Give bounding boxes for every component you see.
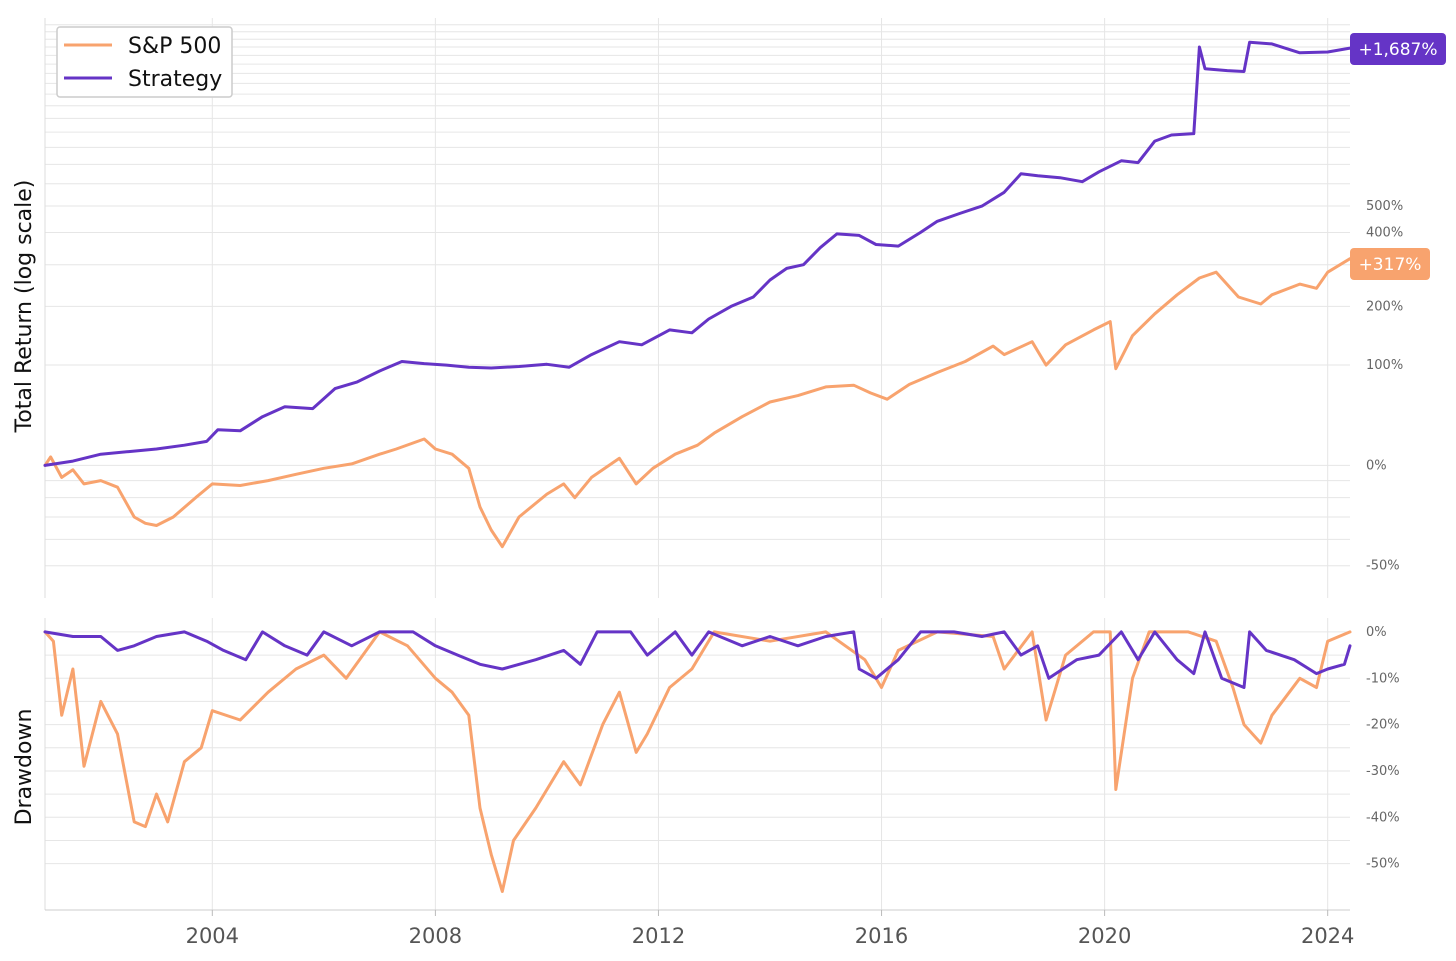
drawdown-y-axis-label: Drawdown — [12, 709, 37, 826]
sp500-end-badge: +317% — [1350, 248, 1430, 280]
y-tick-bottom-10: -10% — [1366, 671, 1400, 686]
drawdown-line-strategy — [43, 630, 1352, 689]
y-tick-top-400: 400% — [1366, 225, 1403, 240]
y-tick-top-500: 500% — [1366, 199, 1403, 214]
x-tick-label-2004: 2004 — [186, 924, 239, 948]
total-return-y-ticks: -50% 0% 100% 200% 400% 500% — [1366, 199, 1403, 574]
x-tick-label-2020: 2020 — [1078, 924, 1131, 948]
y-tick-bottom-20: -20% — [1366, 718, 1400, 733]
drawdown-y-ticks: 0% -10% -20% -30% -40% -50% — [1366, 625, 1400, 872]
y-tick-top-200: 200% — [1366, 299, 1403, 314]
total-return-y-axis-label: Total Return (log scale) — [12, 180, 37, 434]
strategy-end-badge: +1,687% — [1350, 33, 1446, 65]
legend: S&P 500 Strategy — [56, 26, 233, 98]
total-return-line-s-p-500 — [43, 257, 1352, 549]
x-tick-label-2008: 2008 — [409, 924, 462, 948]
y-tick-bottom-0: 0% — [1366, 625, 1387, 640]
y-tick-top-0: 0% — [1366, 458, 1387, 473]
total-return-series — [43, 40, 1352, 549]
sp500-end-label: +317% — [1359, 255, 1422, 275]
legend-label-sp500: S&P 500 — [128, 34, 221, 59]
y-tick-bottom-30: -30% — [1366, 764, 1400, 779]
y-tick-bottom-50: -50% — [1366, 857, 1400, 872]
x-tick-label-2016: 2016 — [855, 924, 908, 948]
y-tick-top-100: 100% — [1366, 358, 1403, 373]
x-tick-label-2024: 2024 — [1301, 924, 1354, 948]
drawdown-grid — [44, 618, 1350, 911]
total-return-grid — [44, 18, 1350, 598]
x-axis-ticks: 2004 2008 2012 2016 2020 2024 — [186, 910, 1354, 948]
total-return-line-strategy — [43, 40, 1352, 467]
legend-label-strategy: Strategy — [128, 67, 222, 92]
strategy-end-label: +1,687% — [1358, 40, 1437, 60]
drawdown-series — [43, 630, 1352, 893]
x-tick-label-2012: 2012 — [632, 924, 685, 948]
drawdown-line-s-p-500 — [43, 630, 1352, 893]
y-tick-top-50: -50% — [1366, 559, 1400, 574]
y-tick-bottom-40: -40% — [1366, 810, 1400, 825]
sp500-end-badge-background — [1350, 248, 1430, 280]
strategy-end-badge-background — [1350, 33, 1446, 65]
